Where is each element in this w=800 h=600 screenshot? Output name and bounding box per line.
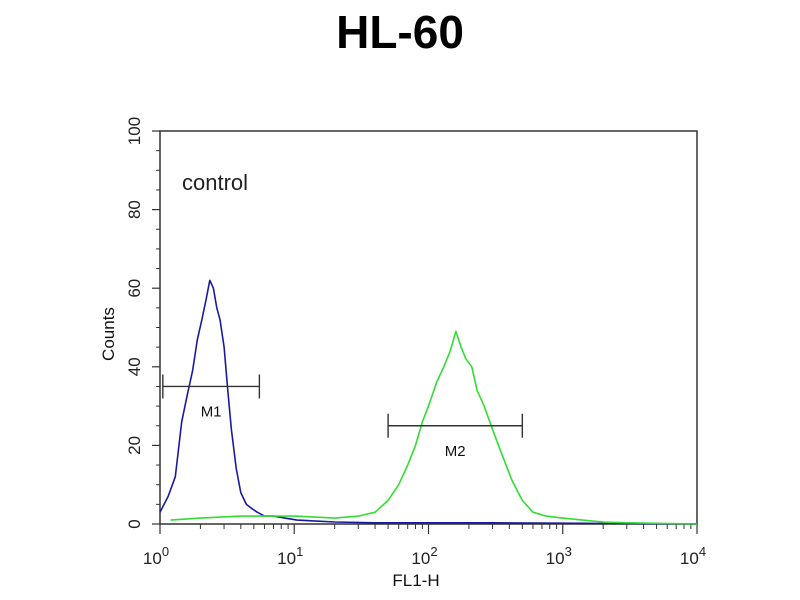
chart-title: HL-60 [336,6,464,58]
y-tick-label: 100 [125,117,144,145]
y-tick-label: 20 [125,436,144,455]
x-tick-exponent: 0 [162,544,169,559]
x-axis-title: FL1-H [392,571,439,590]
x-tick-label: 104 [680,544,706,568]
y-tick-label: 0 [125,519,144,528]
series-line-2 [170,330,698,525]
control-label: control [182,170,248,195]
x-tick-exponent: 3 [565,544,572,559]
x-tick-label: 102 [411,544,437,568]
x-tick-label: 100 [143,544,169,568]
x-tick-label: 101 [277,544,303,568]
gates-layer: M1 M2 [162,374,524,460]
x-axis: 100 101 102 103 104 [143,524,706,568]
gate-m2-label: M2 [445,443,466,460]
y-axis-title: Counts [99,307,118,361]
x-tick-exponent: 2 [430,544,437,559]
y-tick-label: 40 [125,357,144,376]
y-axis: 0 20 40 60 80 100 [125,117,160,529]
y-tick-label: 80 [125,200,144,219]
series-layer [159,279,698,525]
x-tick-label: 103 [546,544,572,568]
x-tick-exponent: 4 [699,544,706,559]
y-tick-label: 60 [125,279,144,298]
x-tick-exponent: 1 [296,544,303,559]
gate-m1-label: M1 [201,403,222,420]
series-line-1 [159,279,698,525]
